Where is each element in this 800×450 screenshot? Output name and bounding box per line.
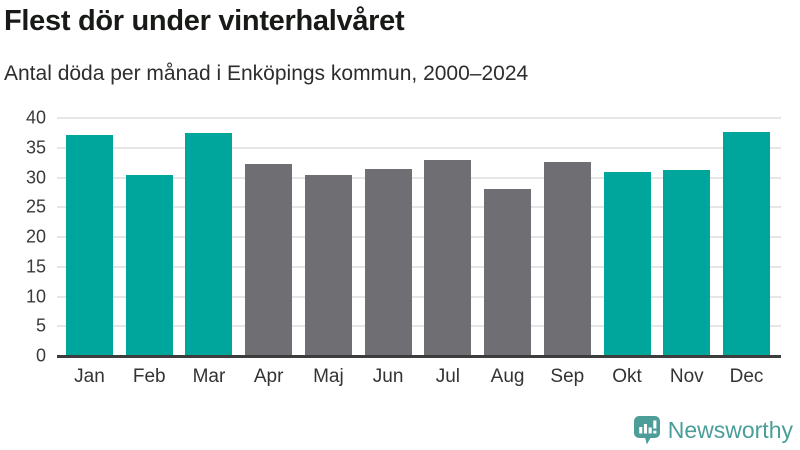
brand-footer: Newsworthy xyxy=(633,416,793,445)
gridline-15 xyxy=(57,265,781,268)
bar-Aug xyxy=(484,189,532,356)
gridline-25 xyxy=(57,206,781,209)
y-tick-label-30: 30 xyxy=(25,167,46,187)
x-tick-label-Sep: Sep xyxy=(550,366,585,387)
y-tick-label-25: 25 xyxy=(25,196,46,217)
bar-Feb xyxy=(125,174,173,356)
gridline-40 xyxy=(57,117,781,119)
x-tick-label-Maj: Maj xyxy=(313,366,344,387)
bar-Jun xyxy=(364,169,412,356)
bar-Jul xyxy=(424,159,472,356)
bar-Sep xyxy=(543,162,591,356)
newsworthy-logo-icon xyxy=(633,416,660,445)
x-tick-label-Apr: Apr xyxy=(253,366,284,387)
gridline-20 xyxy=(57,236,781,238)
gridline-5 xyxy=(57,325,781,328)
x-tick-label-Mar: Mar xyxy=(192,366,226,387)
y-tick-label-10: 10 xyxy=(25,286,46,306)
x-tick-label-Jun: Jun xyxy=(372,366,404,387)
x-tick-label-Jan: Jan xyxy=(74,366,105,387)
y-tick-label-40: 40 xyxy=(25,107,46,128)
x-tick-label-Okt: Okt xyxy=(612,366,642,387)
bar-Apr xyxy=(245,164,293,356)
x-tick-label-Feb: Feb xyxy=(132,366,166,387)
y-tick-label-5: 5 xyxy=(35,315,46,336)
x-tick-label-Jul: Jul xyxy=(435,366,460,387)
chart-subtitle: Antal döda per månad i Enköpings kommun,… xyxy=(4,62,529,85)
bar-Dec xyxy=(723,131,770,356)
y-tick-label-15: 15 xyxy=(25,256,46,277)
plot-area xyxy=(57,117,781,358)
x-tick-label-Aug: Aug xyxy=(490,366,525,387)
y-tick-label-35: 35 xyxy=(25,137,46,158)
y-tick-label-20: 20 xyxy=(25,226,46,247)
chart-title: Flest dör under vinterhalvåret xyxy=(4,5,405,37)
bar-Nov xyxy=(663,170,711,356)
bar-Mar xyxy=(185,133,233,356)
bar-Okt xyxy=(603,171,651,356)
bar-Jan xyxy=(66,134,113,356)
brand-name: Newsworthy xyxy=(667,417,793,443)
x-tick-label-Nov: Nov xyxy=(669,366,704,387)
x-tick-label-Dec: Dec xyxy=(729,366,764,387)
y-tick-label-0: 0 xyxy=(35,345,46,366)
gridline-10 xyxy=(57,295,781,298)
bar-Maj xyxy=(304,174,352,356)
x-axis-line xyxy=(57,355,781,358)
gridline-35 xyxy=(57,146,781,149)
gridline-30 xyxy=(57,176,781,179)
